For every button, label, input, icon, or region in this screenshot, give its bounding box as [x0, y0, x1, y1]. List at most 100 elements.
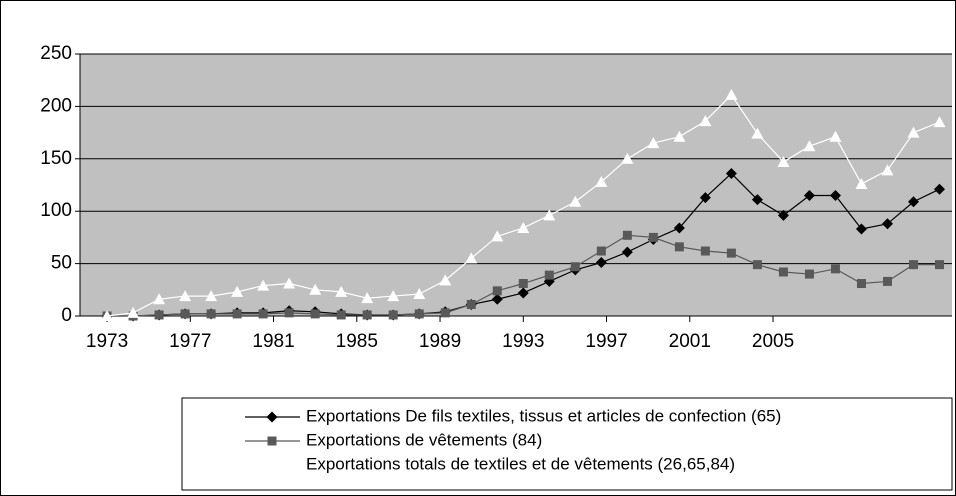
marker [881, 218, 893, 230]
marker [310, 309, 320, 319]
marker [336, 310, 346, 320]
y-tick-label: 250 [40, 43, 72, 64]
marker [414, 309, 424, 319]
marker [751, 194, 763, 206]
marker [362, 310, 372, 320]
marker [907, 196, 919, 208]
marker [570, 262, 580, 272]
marker [544, 270, 554, 280]
marker [179, 290, 192, 302]
y-tick-label: 150 [40, 148, 72, 169]
marker [725, 167, 737, 179]
marker [154, 310, 164, 320]
marker [829, 130, 842, 142]
marker [543, 209, 556, 221]
x-tick-label: 1981 [252, 331, 294, 352]
y-tick-label: 100 [40, 200, 72, 221]
marker [882, 276, 892, 286]
y-tick-label: 200 [40, 95, 72, 116]
x-tick-label: 1993 [502, 331, 544, 352]
marker [855, 177, 868, 189]
marker [673, 130, 686, 142]
marker [777, 209, 789, 221]
marker [935, 260, 945, 270]
marker [361, 292, 374, 304]
marker [596, 246, 606, 256]
marker [829, 189, 841, 201]
y-tick-label: 0 [61, 305, 72, 326]
marker [284, 308, 294, 318]
marker [674, 242, 684, 252]
marker [258, 309, 268, 319]
x-tick-label: 1997 [585, 331, 627, 352]
marker [621, 152, 634, 164]
legend-label: Exportations totals de textiles et de vê… [306, 454, 735, 473]
marker [933, 116, 946, 128]
x-tick-label: 1977 [169, 331, 211, 352]
legend-label: Exportations De fils textiles, tissus et… [306, 406, 781, 425]
marker [266, 411, 278, 423]
marker [621, 246, 633, 258]
marker [622, 230, 632, 240]
plot-area [80, 54, 952, 316]
marker [804, 269, 814, 279]
marker [673, 222, 685, 234]
marker [569, 195, 582, 207]
legend: Exportations De fils textiles, tissus et… [181, 397, 953, 491]
marker [465, 252, 478, 264]
marker [491, 230, 504, 242]
marker [726, 248, 736, 258]
marker [387, 290, 400, 302]
marker [855, 223, 867, 235]
marker [439, 274, 452, 286]
marker [491, 293, 503, 305]
marker [648, 232, 658, 242]
marker [206, 309, 216, 319]
marker [803, 140, 816, 152]
x-tick-label: 1985 [336, 331, 378, 352]
marker [413, 287, 426, 299]
marker [517, 287, 529, 299]
marker [803, 189, 815, 201]
marker [856, 279, 866, 289]
marker [752, 260, 762, 270]
marker [492, 286, 502, 296]
marker [335, 285, 348, 297]
marker [180, 309, 190, 319]
marker [908, 260, 918, 270]
marker [699, 192, 711, 204]
marker [232, 309, 242, 319]
marker [440, 308, 450, 318]
marker [725, 88, 738, 100]
marker [907, 126, 920, 138]
legend-label: Exportations de vêtements (84) [306, 430, 542, 449]
marker [751, 127, 764, 139]
marker [266, 459, 278, 470]
marker [777, 155, 790, 167]
marker [283, 277, 296, 289]
legend-box [181, 397, 953, 491]
marker [153, 293, 166, 305]
marker [205, 290, 218, 302]
x-tick-label: 1973 [86, 331, 128, 352]
marker [699, 115, 712, 127]
marker [647, 137, 660, 149]
marker [267, 436, 277, 446]
marker [388, 310, 398, 320]
marker [257, 279, 270, 291]
x-tick-label: 1989 [419, 331, 461, 352]
marker [700, 246, 710, 256]
marker [309, 283, 322, 295]
marker [517, 221, 530, 233]
marker [231, 285, 244, 297]
marker [595, 175, 608, 187]
marker [518, 279, 528, 289]
marker [466, 299, 476, 309]
marker [934, 183, 946, 195]
marker [595, 257, 607, 269]
marker [101, 310, 114, 321]
marker [778, 267, 788, 277]
x-tick-label: 2001 [669, 331, 711, 352]
marker [830, 264, 840, 274]
